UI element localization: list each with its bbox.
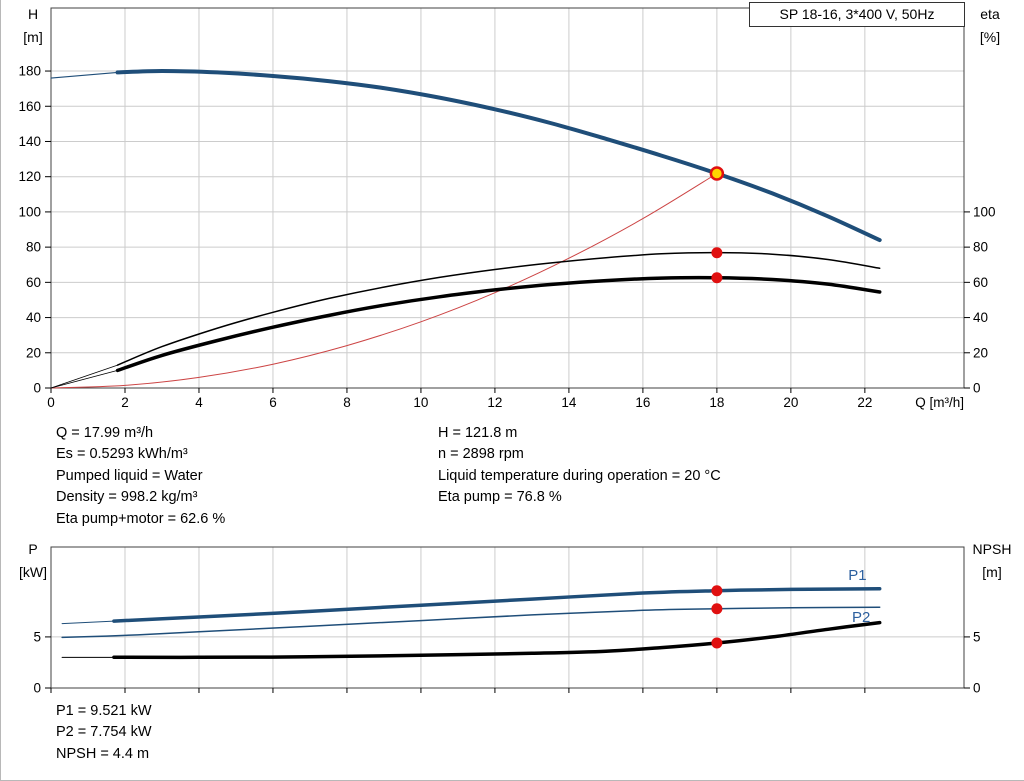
- eta-axis-symbol: eta: [980, 6, 1000, 22]
- p1-curve: [112, 586, 882, 623]
- eta-axis-title: eta [%]: [967, 3, 1013, 49]
- left-axis-tick-label: 20: [26, 345, 41, 360]
- info-line: Liquid temperature during operation = 20…: [438, 467, 721, 484]
- x-axis-tick-label: 0: [47, 395, 55, 410]
- info-line: Pumped liquid = Water: [56, 467, 203, 484]
- right-axis-tick-label: 100: [973, 204, 996, 219]
- eta-total-point: [711, 272, 723, 284]
- info-line: H = 121.8 m: [438, 425, 518, 441]
- npsh-axis-unit: [m]: [982, 564, 1002, 580]
- eta-total-min-flow: [50, 369, 118, 389]
- p1-min-flow: [61, 620, 115, 625]
- p-axis-unit: [kW]: [19, 564, 47, 580]
- info-line: P1 = 9.521 kW: [56, 703, 152, 719]
- left-axis-tick-label: 0: [33, 381, 41, 396]
- x-axis-tick-label: 20: [783, 395, 798, 410]
- h-axis-title: H [m]: [13, 3, 53, 49]
- right-axis-tick-label: 5: [973, 629, 981, 644]
- info-line: Density = 998.2 kg/m³: [56, 489, 198, 506]
- x-axis-label: Q [m³/h]: [915, 395, 964, 410]
- pump-title-box: SP 18-16, 3*400 V, 50Hz: [749, 2, 965, 27]
- npsh-point: [711, 637, 723, 649]
- p-axis-symbol: P: [28, 541, 38, 557]
- left-axis-tick-label: 140: [18, 134, 41, 149]
- left-axis-tick-label: 80: [26, 240, 41, 255]
- x-axis-tick-label: 6: [269, 395, 277, 410]
- left-axis-tick-label: 0: [33, 681, 41, 696]
- info-line: Es = 0.5293 kWh/m³: [56, 446, 188, 463]
- system-curve: [50, 173, 718, 389]
- p2-curve: [61, 606, 881, 639]
- eta-pump-min-flow: [50, 364, 118, 389]
- info-line: Eta pump+motor = 62.6 %: [56, 510, 226, 527]
- p-axis-title: P [kW]: [13, 538, 53, 584]
- x-axis-tick-label: 18: [709, 395, 724, 410]
- right-axis-tick-label: 20: [973, 345, 988, 360]
- info-line: n = 2898 rpm: [438, 446, 524, 463]
- left-axis-tick-label: 60: [26, 275, 41, 290]
- npsh-axis-title: NPSH [m]: [963, 538, 1021, 584]
- right-axis-tick-label: 0: [973, 381, 981, 396]
- duty-point[interactable]: [709, 166, 725, 181]
- h-curve-min-flow: [50, 71, 119, 79]
- x-axis-tick-label: 8: [343, 395, 351, 410]
- x-axis-tick-label: 14: [561, 395, 577, 410]
- right-axis-tick-label: 0: [973, 681, 981, 696]
- left-axis-tick-label: 120: [18, 169, 41, 184]
- left-axis-tick-label: 100: [18, 204, 41, 219]
- h-axis-symbol: H: [27, 6, 39, 22]
- eta-axis-unit: [%]: [979, 29, 1001, 45]
- info-line: NPSH = 4.4 m: [56, 745, 150, 762]
- right-axis-tick-label: 80: [973, 240, 988, 255]
- npsh-curve: [112, 620, 882, 660]
- left-axis-tick-label: 5: [33, 629, 41, 644]
- x-axis-tick-label: 12: [487, 395, 502, 410]
- x-axis-tick-label: 4: [195, 395, 203, 410]
- npsh-axis-symbol: NPSH: [972, 541, 1012, 557]
- x-axis-tick-label: 10: [413, 395, 428, 410]
- left-axis-tick-label: 180: [18, 64, 41, 79]
- hq-eta-chart[interactable]: 0 20 40 60 80 100 120 140 160 180 0 20 40 60 80 100 0 2 4 6…: [1, 0, 1024, 425]
- left-axis-tick-label: 40: [26, 310, 41, 325]
- info-line: Eta pump = 76.8 %: [438, 489, 562, 506]
- eta-total-curve: [115, 275, 882, 373]
- right-axis-tick-label: 60: [973, 275, 988, 290]
- p2-label: P2: [852, 609, 870, 626]
- h-axis-unit: [m]: [23, 29, 43, 45]
- h-curve: [115, 68, 882, 243]
- eta-pump-curve: [116, 251, 881, 366]
- p1-label: P1: [848, 567, 866, 584]
- duty-info-left: Q = 17.99 m³/h Es = 0.5293 kWh/m³ Pumped…: [56, 423, 225, 530]
- plot-border: [50, 7, 965, 389]
- p2-point: [711, 603, 723, 615]
- x-axis-tick-label: 2: [121, 395, 129, 410]
- info-line: P2 = 7.754 kW: [56, 724, 152, 741]
- x-axis-tick-label: 22: [857, 395, 872, 410]
- p-npsh-chart[interactable]: 0 5 0 5 P1 P2: [1, 535, 1024, 705]
- plot-border: [50, 546, 965, 689]
- x-axis-tick-label: 16: [635, 395, 650, 410]
- info-line: Q = 17.99 m³/h: [56, 425, 154, 441]
- p1-point: [711, 585, 723, 597]
- power-info: P1 = 9.521 kW P2 = 7.754 kW NPSH = 4.4 m: [56, 701, 152, 765]
- right-axis-tick-label: 40: [973, 310, 988, 325]
- left-axis-tick-label: 160: [18, 99, 41, 114]
- duty-info-right: H = 121.8 m n = 2898 rpm Liquid temperat…: [438, 423, 721, 509]
- eta-pump-point: [711, 247, 723, 259]
